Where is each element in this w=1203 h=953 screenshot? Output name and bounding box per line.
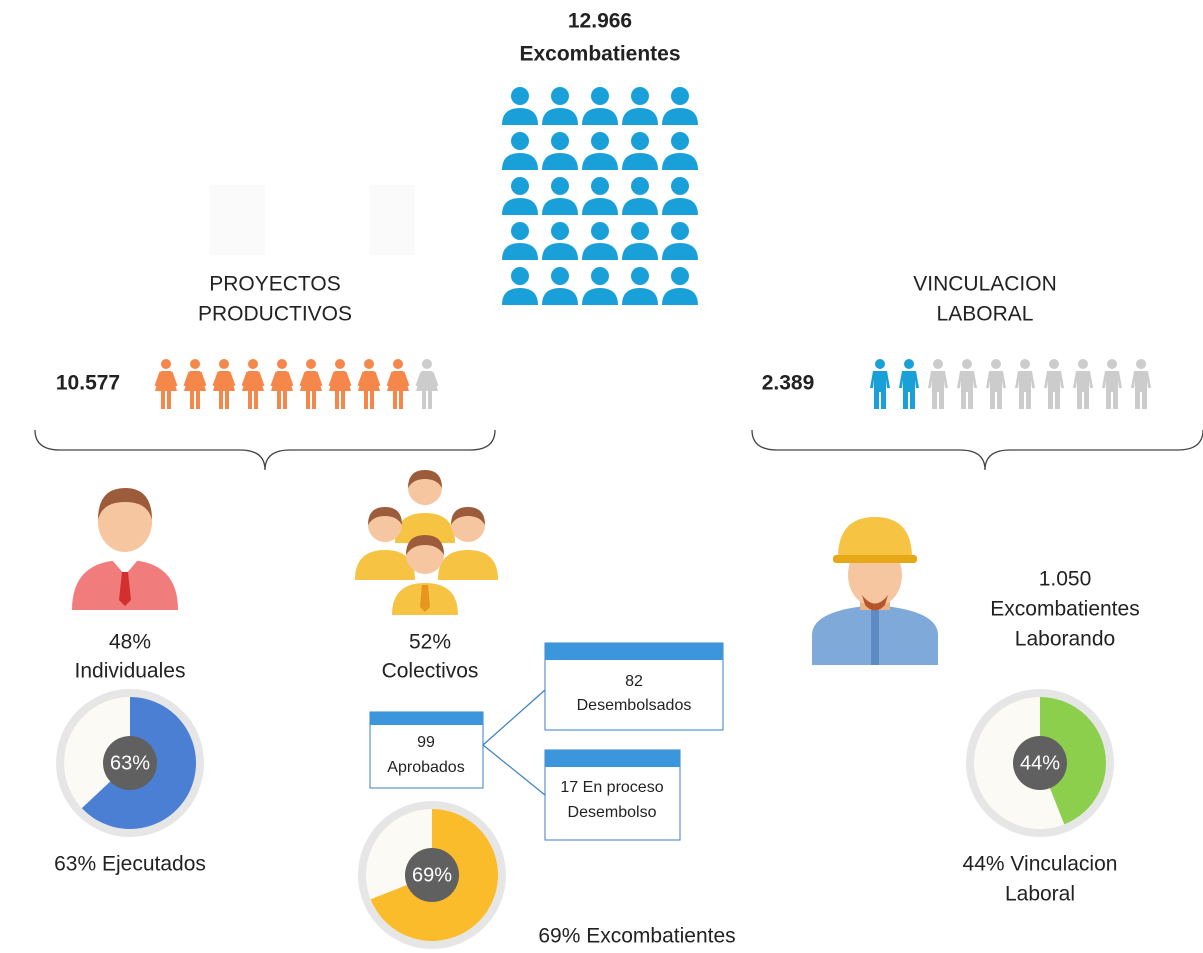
caption: 44% Vinculacion — [963, 853, 1118, 876]
box-text: 17 En proceso — [560, 779, 663, 796]
woman-icon — [358, 359, 380, 409]
working: Laborando — [1015, 628, 1115, 651]
person-icon — [542, 87, 578, 125]
box: 17 En proceso Desembolso — [545, 750, 680, 840]
person-icon — [542, 222, 578, 260]
percent: 48% — [109, 631, 151, 654]
person-icon — [542, 132, 578, 170]
person-icon — [502, 87, 538, 125]
person-icon — [502, 267, 538, 305]
box: 99 Aprobados — [370, 712, 483, 788]
label: Individuales — [75, 660, 186, 683]
woman-icon — [213, 359, 235, 409]
label: Colectivos — [382, 660, 479, 683]
section-title: LABORAL — [937, 303, 1034, 326]
person-icon — [582, 177, 618, 215]
person-icon — [582, 222, 618, 260]
faint-block — [210, 185, 265, 255]
person-icon — [622, 267, 658, 305]
working: Excombatientes — [990, 598, 1139, 621]
person-icon — [622, 222, 658, 260]
man-icon — [928, 359, 948, 409]
people-grid — [502, 87, 698, 305]
section-title: PROYECTOS — [209, 273, 340, 296]
man-icon — [1131, 359, 1151, 409]
connector — [483, 690, 545, 795]
woman-icon — [271, 359, 293, 409]
man-icon — [986, 359, 1006, 409]
box-text: Aprobados — [387, 759, 464, 776]
person-icon — [502, 177, 538, 215]
person-icon — [502, 222, 538, 260]
gauge-label: 63% — [110, 752, 150, 774]
person-icon — [582, 132, 618, 170]
person-icon — [542, 177, 578, 215]
man-icon — [1015, 359, 1035, 409]
individual-icon — [72, 488, 178, 610]
person-icon — [662, 222, 698, 260]
box-text: Desembolsados — [577, 697, 692, 714]
faint-block — [370, 185, 415, 255]
person-icon — [662, 132, 698, 170]
man-icon — [957, 359, 977, 409]
person-icon — [622, 87, 658, 125]
box: 82 Desembolsados — [545, 643, 723, 730]
woman-icon — [300, 359, 322, 409]
box-text: Desembolso — [568, 804, 657, 821]
worker-icon — [812, 517, 938, 665]
percent: 52% — [409, 631, 451, 654]
woman-icon — [387, 359, 409, 409]
gauge-label: 44% — [1020, 752, 1060, 774]
gauge-label: 69% — [412, 864, 452, 886]
section-title: VINCULACION — [913, 273, 1057, 296]
person-icon — [622, 132, 658, 170]
woman-icon — [184, 359, 206, 409]
woman-icon — [155, 359, 177, 409]
person-icon — [662, 267, 698, 305]
man-icon — [899, 359, 919, 409]
figure-row — [870, 359, 1151, 409]
person-icon — [582, 87, 618, 125]
count: 10.577 — [56, 372, 120, 395]
count: 2.389 — [762, 372, 815, 395]
person-icon — [582, 267, 618, 305]
woman-icon — [416, 359, 438, 409]
total-label: Excombatientes — [519, 43, 680, 66]
person-icon — [502, 132, 538, 170]
box-text: 82 — [625, 673, 643, 690]
man-icon — [1102, 359, 1122, 409]
section-title: PRODUCTIVOS — [198, 303, 352, 326]
woman-icon — [329, 359, 351, 409]
person-icon — [662, 87, 698, 125]
caption: Laboral — [1005, 883, 1075, 906]
caption: 69% Excombatientes — [538, 925, 735, 948]
total: 12.966 — [568, 10, 632, 33]
person-icon — [622, 177, 658, 215]
infographic: 12.966 Excombatientes PROYECTOS PRODUCTI… — [0, 0, 1203, 953]
man-icon — [1073, 359, 1093, 409]
box-text: 99 — [417, 734, 435, 751]
brace — [35, 430, 495, 470]
caption: 63% Ejecutados — [54, 853, 206, 876]
man-icon — [1044, 359, 1064, 409]
group-icon — [355, 470, 498, 615]
woman-icon — [242, 359, 264, 409]
man-icon — [870, 359, 890, 409]
person-icon — [662, 177, 698, 215]
working: 1.050 — [1039, 568, 1092, 591]
brace — [752, 430, 1203, 470]
person-icon — [542, 267, 578, 305]
figure-row — [155, 359, 438, 409]
